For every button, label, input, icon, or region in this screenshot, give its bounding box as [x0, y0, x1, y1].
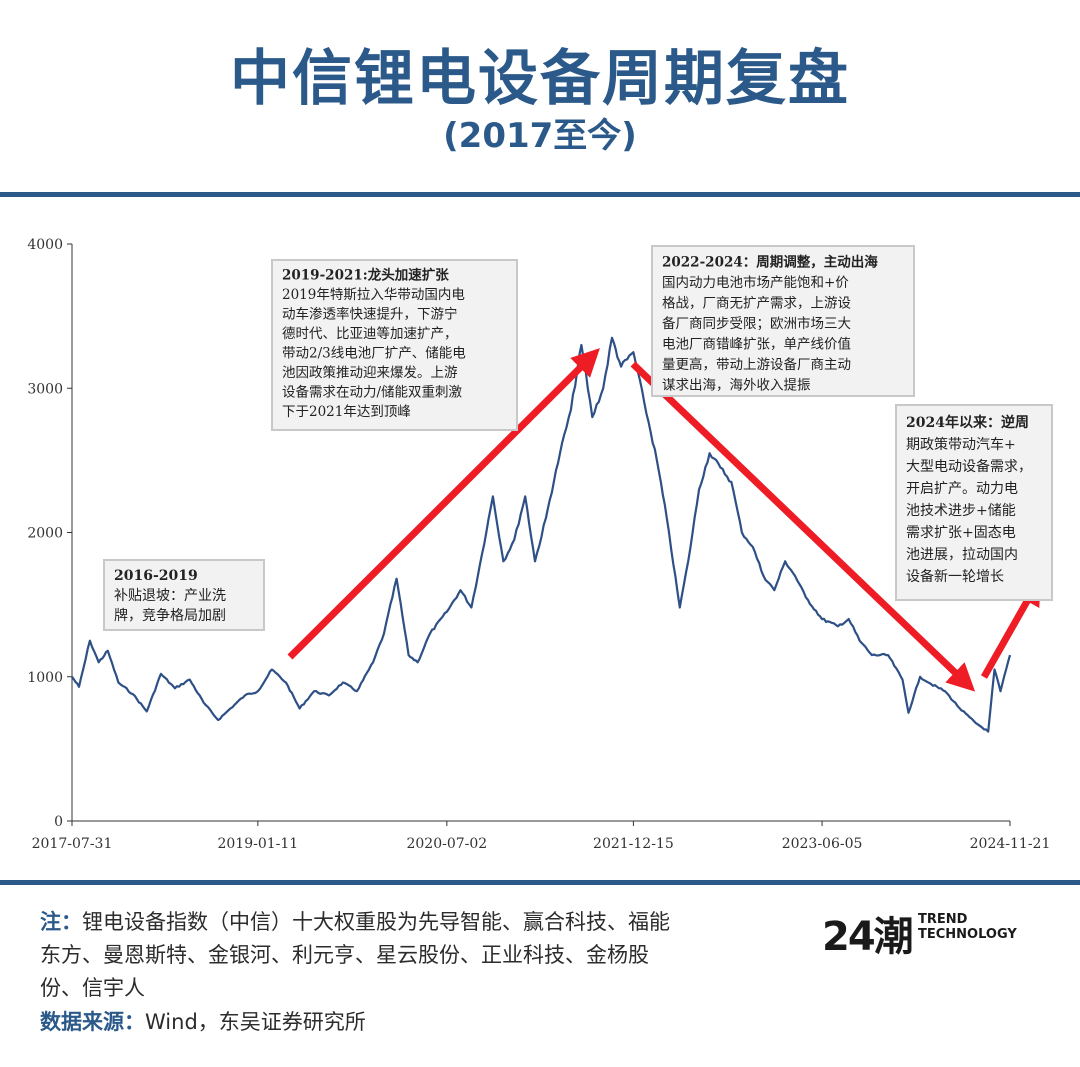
y-tick-label: 2000	[27, 526, 63, 542]
annotation-bg	[651, 245, 915, 397]
trend-arrow	[630, 361, 976, 692]
annotation-line: 2019年特斯拉入华带动国内电	[282, 287, 465, 303]
index-line-chart: 0 1000 2000 3000 4000 2017-07-31 2019-01-11 202…	[27, 237, 1053, 852]
annotation-line: 下于2021年达到顶峰	[282, 404, 411, 420]
x-tick-label: 2023-06-05	[782, 836, 863, 852]
brand-logo: 24潮 TREND TECHNOLOGY	[822, 904, 1052, 960]
x-tick-label: 2024-11-21	[970, 836, 1051, 852]
y-tick-label: 0	[54, 814, 63, 830]
bottom-divider	[0, 880, 1080, 885]
footnote-label: 注：	[40, 910, 82, 934]
annotation-line: 设备新一轮增长	[906, 568, 1004, 585]
logo-line-1: TREND	[918, 912, 968, 927]
annotation-title: 2024年以来：逆周	[906, 414, 1029, 431]
logo-line-2: TECHNOLOGY	[918, 927, 1017, 942]
annotation-line: 池进展，拉动国内	[906, 547, 1018, 563]
x-tick-label: 2017-07-31	[32, 836, 113, 852]
annotation-line: 备厂商同步受限；欧洲市场三大	[662, 315, 851, 332]
source-text: Wind，东吴证券研究所	[145, 1010, 366, 1034]
logo-mark: 24潮	[822, 914, 914, 960]
annotation-title: 2022-2024：周期调整，主动出海	[662, 254, 878, 271]
annotation-line: 动车渗透率快速提升，下游宁	[282, 306, 458, 323]
x-tick-label: 2020-07-02	[406, 836, 487, 852]
annotation-line: 需求扩张+固态电	[906, 525, 1016, 541]
annotation-line: 大型电动设备需求，	[906, 458, 1032, 475]
trend-arrow	[980, 576, 1041, 679]
annotation-line: 开启扩产。动力电	[906, 481, 1018, 497]
y-tick-label: 3000	[27, 381, 63, 397]
annotation-box: 2022-2024：周期调整，主动出海国内动力电池市场产能饱和+价格战，厂商无扩…	[651, 245, 915, 397]
annotation-line: 德时代、比亚迪等加速扩产，	[282, 325, 458, 342]
trend-arrow	[287, 348, 600, 660]
page-subtitle: (2017至今)	[443, 116, 637, 156]
annotation-line: 谋求出海，海外收入提振	[662, 378, 811, 394]
annotation-box: 2019-2021:龙头加速扩张 2019年特斯拉入华带动国内电动车渗透率快速提升…	[271, 259, 518, 431]
annotation-title: 2019-2021:龙头加速扩张	[282, 267, 449, 284]
y-tick-label: 4000	[27, 237, 63, 253]
x-tick-label: 2021-12-15	[593, 836, 674, 852]
annotation-line: 池技术进步+储能	[906, 503, 1016, 519]
annotation-bg	[103, 559, 265, 631]
index-series-line	[71, 336, 1012, 733]
footnote-text: 锂电设备指数（中信）十大权重股为先导智能、赢合科技、福能东方、曼恩斯特、金银河、…	[40, 910, 670, 1000]
footnote: 注：锂电设备指数（中信）十大权重股为先导智能、赢合科技、福能东方、曼恩斯特、金银…	[40, 906, 680, 1005]
logo-wordmark: TREND TECHNOLOGY	[918, 912, 1017, 942]
annotation-line: 池因政策推动迎来爆发。上游	[282, 364, 458, 381]
annotation-line: 带动2/3线电池厂扩产、储能电	[282, 346, 466, 362]
source-note: 数据来源：Wind，东吴证券研究所	[40, 1006, 680, 1039]
annotation-title: 2016-2019	[114, 568, 198, 584]
annotation-bg	[895, 404, 1053, 601]
y-tick-label: 1000	[27, 670, 63, 686]
annotation-line: 量更高，带动上游设备厂商主动	[662, 356, 851, 373]
source-label: 数据来源：	[40, 1010, 145, 1034]
annotation-line: 国内动力电池市场产能饱和+价	[662, 274, 849, 291]
annotation-line: 补贴退坡：产业洗	[114, 588, 226, 604]
annotation-bg	[271, 259, 518, 431]
top-divider	[0, 192, 1080, 197]
annotation-line: 电池厂商错峰扩张，单产线价值	[662, 337, 851, 353]
annotation-line: 期政策带动汽车+	[906, 436, 1016, 453]
annotation-line: 格战，厂商无扩产需求，上游设	[662, 296, 851, 312]
annotation-line: 设备需求在动力/储能双重刺激	[282, 384, 463, 401]
x-tick-label: 2019-01-11	[217, 836, 298, 852]
annotation-line: 牌，竞争格局加剧	[114, 607, 226, 624]
page-title: 中信锂电设备周期复盘	[230, 44, 850, 114]
